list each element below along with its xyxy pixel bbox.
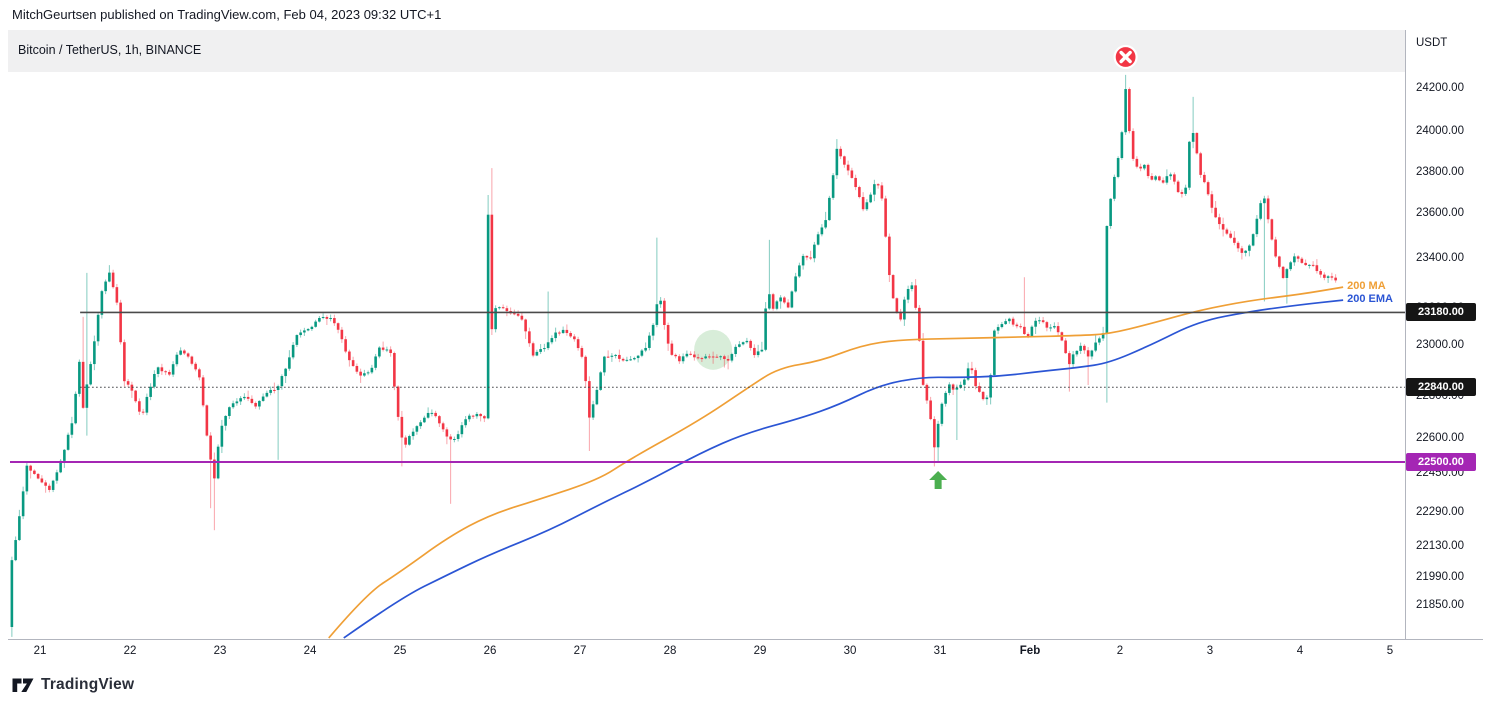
footer-brand[interactable]: TradingView xyxy=(12,676,134,694)
attribution-text: MitchGeurtsen published on TradingView.c… xyxy=(12,7,442,22)
time-tick-label: 24 xyxy=(303,645,317,657)
quote-currency-label: USDT xyxy=(1416,37,1448,49)
price-tick-label: 21850.00 xyxy=(1416,599,1464,611)
time-tick-label: 30 xyxy=(843,645,857,657)
price-tick-label: 23800.00 xyxy=(1416,166,1464,178)
time-tick-label: Feb xyxy=(1019,645,1041,657)
time-tick-label: 26 xyxy=(483,645,497,657)
price-tick-label: 23600.00 xyxy=(1416,207,1464,219)
time-tick-label: 23 xyxy=(213,645,227,657)
price-line-badge: 22500.00 xyxy=(1406,453,1476,471)
price-tick-label: 24000.00 xyxy=(1416,125,1464,137)
price-line-badge: 22840.00 xyxy=(1406,378,1476,397)
price-tick-label: 24200.00 xyxy=(1416,82,1464,94)
time-tick-label: 22 xyxy=(123,645,137,657)
plot-area[interactable] xyxy=(8,72,1405,639)
ma-200-label: 200 MA xyxy=(1347,280,1386,293)
time-tick-label: 28 xyxy=(663,645,677,657)
price-tick-label: 23000.00 xyxy=(1416,339,1464,351)
price-axis[interactable] xyxy=(1405,30,1484,639)
time-tick-label: 4 xyxy=(1296,645,1304,657)
time-tick-label: 29 xyxy=(753,645,767,657)
time-tick-label: 31 xyxy=(933,645,947,657)
time-tick-label: 27 xyxy=(573,645,587,657)
time-tick-label: 21 xyxy=(33,645,47,657)
price-tick-label: 23400.00 xyxy=(1416,252,1464,264)
time-tick-label: 25 xyxy=(393,645,407,657)
price-tick-label: 21990.00 xyxy=(1416,571,1464,583)
time-tick-label: 2 xyxy=(1116,645,1124,657)
chart-legend-bar: Bitcoin / TetherUS, 1h, BINANCE xyxy=(8,30,1405,72)
tradingview-logo-icon xyxy=(12,678,34,692)
time-tick-label: 3 xyxy=(1206,645,1214,657)
time-tick-label: 5 xyxy=(1386,645,1394,657)
price-tick-label: 22600.00 xyxy=(1416,432,1464,444)
price-tick-label: 22130.00 xyxy=(1416,540,1464,552)
price-tick-label: 22290.00 xyxy=(1416,506,1464,518)
brand-name: TradingView xyxy=(41,676,135,693)
ema-200-label: 200 EMA xyxy=(1347,293,1393,306)
time-axis[interactable] xyxy=(8,639,1483,665)
price-line-badge: 23180.00 xyxy=(1406,303,1476,322)
symbol-title: Bitcoin / TetherUS, 1h, BINANCE xyxy=(18,43,202,57)
